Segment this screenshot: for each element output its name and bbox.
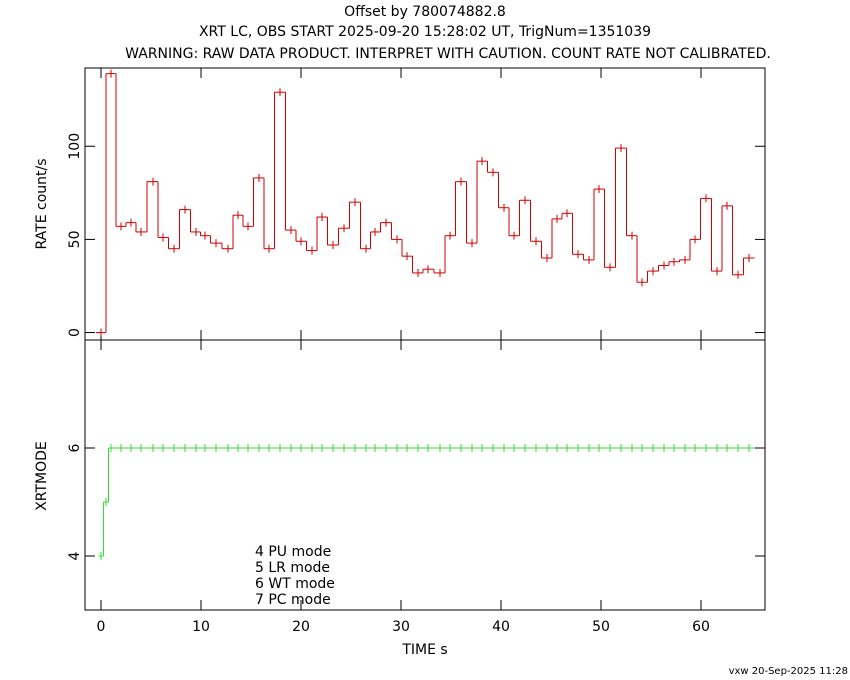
x-tick-label: 40 [492, 619, 510, 635]
y-axis-label: RATE count/s [34, 158, 50, 249]
plot-frame [84, 67, 766, 341]
annotation: 6 WT mode [255, 576, 335, 592]
y-tick-label: 6 [67, 443, 83, 452]
chart-title: Offset by 780074882.8 [344, 4, 506, 20]
annotation: 7 PC mode [255, 592, 331, 608]
footer: vxw 20-Sep-2025 11:28 [729, 666, 848, 677]
x-axis-label: TIME s [401, 642, 447, 658]
plot-frame [84, 339, 766, 611]
y-tick-label: 4 [67, 551, 83, 560]
x-tick-label: 60 [692, 619, 710, 635]
annotation: 5 LR mode [255, 560, 330, 576]
warning: WARNING: RAW DATA PRODUCT. INTERPRET WIT… [125, 46, 771, 62]
x-tick-label: 20 [292, 619, 310, 635]
chart-subtitle: XRT LC, OBS START 2025-09-20 15:28:02 UT… [199, 24, 651, 40]
x-tick-label: 30 [392, 619, 410, 635]
annotation: 4 PU mode [255, 544, 331, 560]
y-tick-label: 50 [67, 230, 83, 248]
x-tick-label: 0 [97, 619, 106, 635]
y-axis-label: XRTMODE [34, 441, 50, 511]
x-tick-label: 10 [192, 619, 210, 635]
x-tick-label: 50 [592, 619, 610, 635]
y-tick-label: 100 [67, 133, 83, 160]
y-tick-label: 0 [67, 328, 83, 337]
